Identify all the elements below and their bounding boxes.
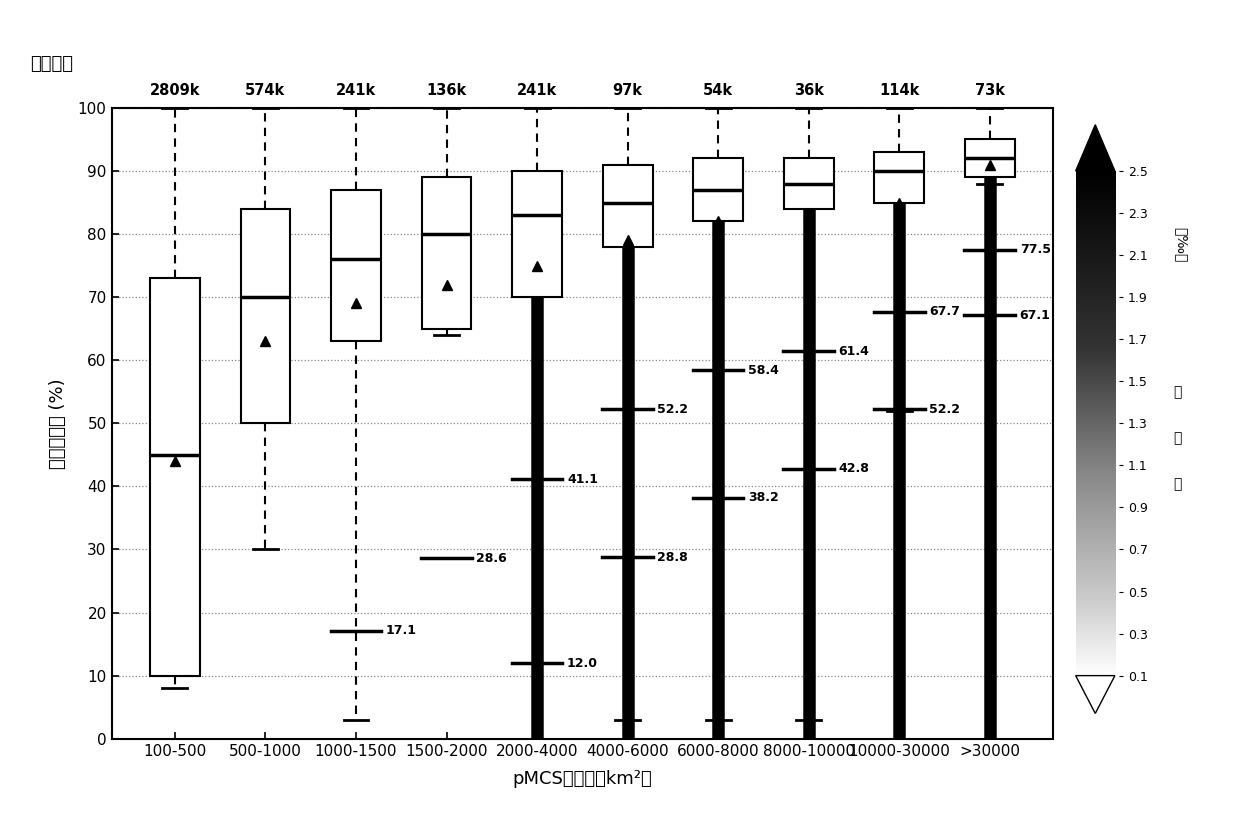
Text: 28.8: 28.8 xyxy=(658,550,688,564)
PathPatch shape xyxy=(150,278,199,676)
Text: 频: 频 xyxy=(1173,385,1182,398)
Text: 61.4: 61.4 xyxy=(839,345,870,358)
Text: 241k: 241k xyxy=(336,84,377,99)
Text: 114k: 114k xyxy=(878,84,919,99)
Text: 味: 味 xyxy=(1173,477,1182,491)
PathPatch shape xyxy=(421,178,471,329)
Text: （‰）: （‰） xyxy=(1173,227,1188,262)
Text: 17.1: 17.1 xyxy=(385,624,416,637)
Text: 73k: 73k xyxy=(975,84,1005,99)
Text: 12.0: 12.0 xyxy=(567,657,598,670)
Text: 77.5: 77.5 xyxy=(1020,243,1051,256)
Text: 36k: 36k xyxy=(794,84,824,99)
Polygon shape xyxy=(1075,676,1115,714)
Text: 58.4: 58.4 xyxy=(748,364,779,377)
Text: 样本数：: 样本数： xyxy=(30,56,73,73)
Text: 241k: 241k xyxy=(517,84,558,99)
PathPatch shape xyxy=(965,139,1015,178)
Text: 38.2: 38.2 xyxy=(748,491,779,505)
PathPatch shape xyxy=(331,190,380,341)
Text: 52.2: 52.2 xyxy=(658,403,689,416)
PathPatch shape xyxy=(875,152,924,203)
PathPatch shape xyxy=(694,159,743,222)
Text: 67.1: 67.1 xyxy=(1020,309,1051,322)
Text: 136k: 136k xyxy=(426,84,467,99)
Polygon shape xyxy=(1075,124,1115,171)
Text: 42.8: 42.8 xyxy=(839,462,870,476)
Text: 2809k: 2809k xyxy=(150,84,201,99)
PathPatch shape xyxy=(240,209,290,423)
Text: 率: 率 xyxy=(1173,431,1182,445)
Text: 28.6: 28.6 xyxy=(477,552,507,564)
PathPatch shape xyxy=(512,171,563,297)
Text: 574k: 574k xyxy=(245,84,285,99)
X-axis label: pMCS的面积（km²）: pMCS的面积（km²） xyxy=(513,769,652,788)
PathPatch shape xyxy=(602,164,653,247)
Text: 67.7: 67.7 xyxy=(929,305,960,318)
Text: 41.1: 41.1 xyxy=(567,473,598,486)
Text: 97k: 97k xyxy=(612,84,643,99)
Y-axis label: 面积重叠率 (%): 面积重叠率 (%) xyxy=(48,378,67,469)
Text: 54k: 54k xyxy=(703,84,733,99)
Text: 52.2: 52.2 xyxy=(929,403,960,416)
PathPatch shape xyxy=(784,159,834,209)
